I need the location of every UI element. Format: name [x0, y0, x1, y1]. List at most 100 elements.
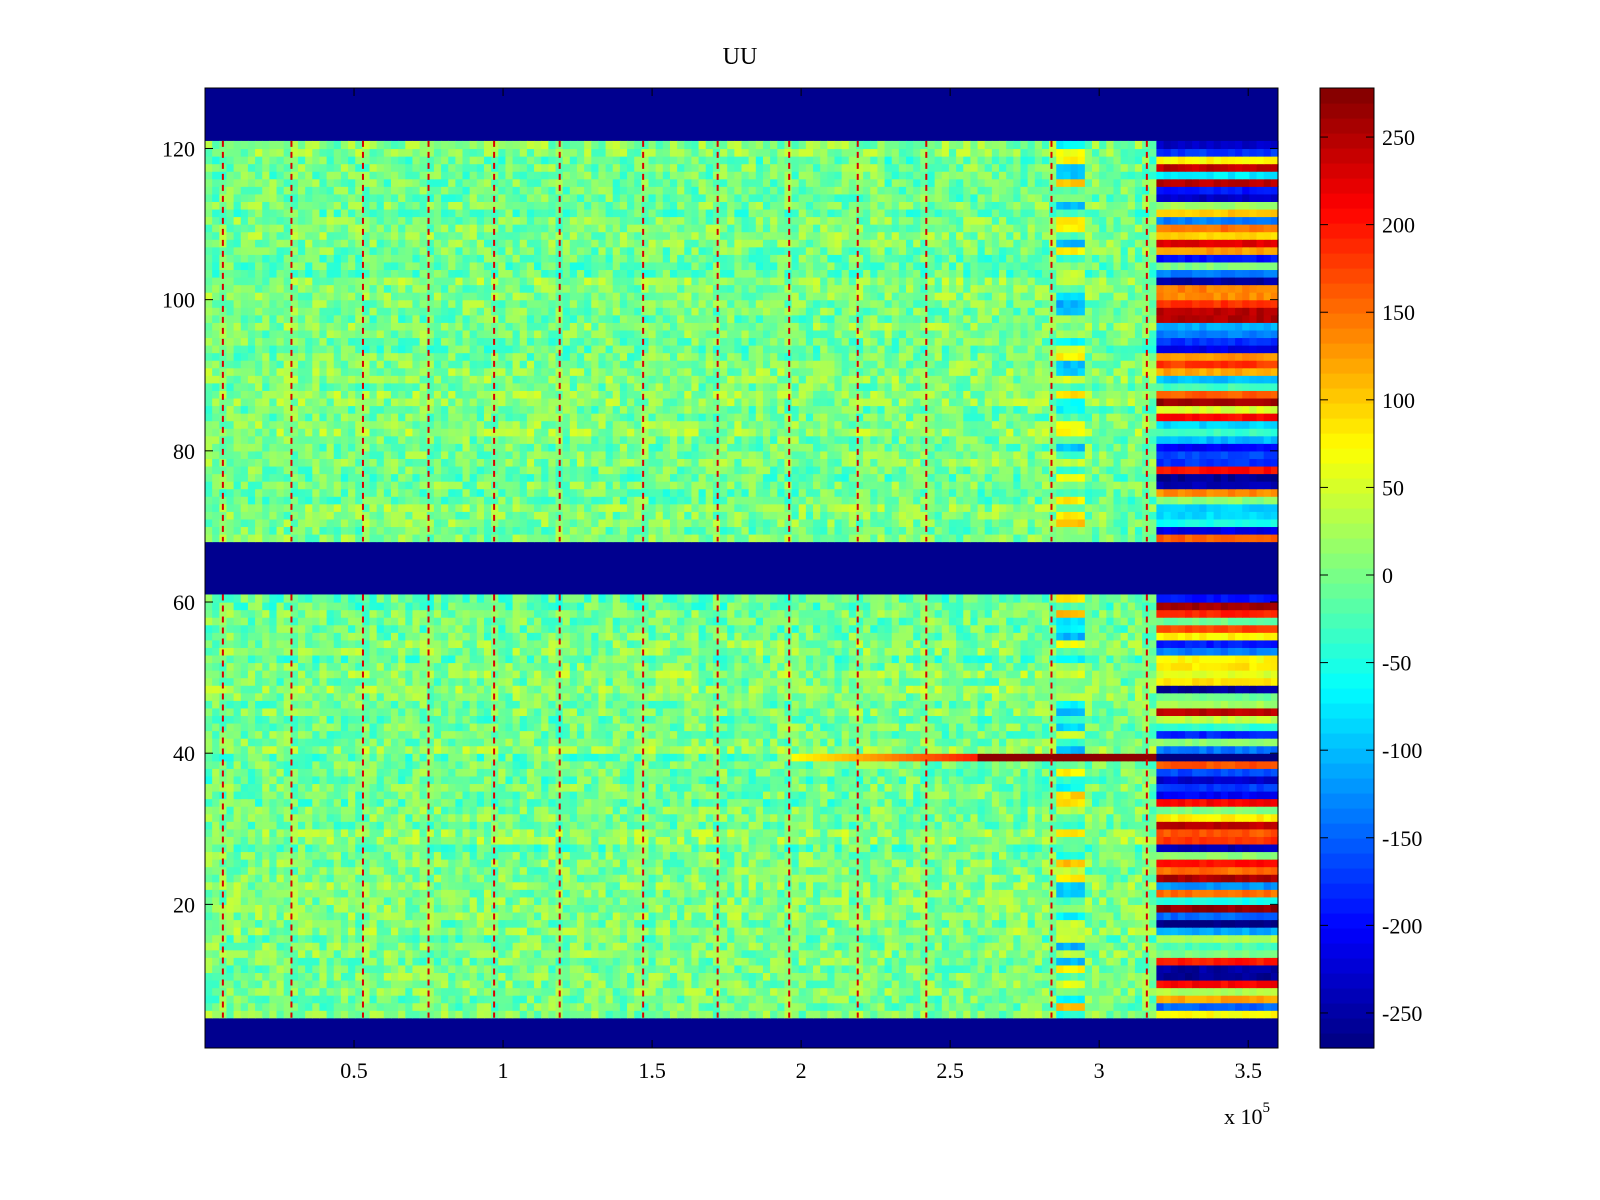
heatmap-cell: [1134, 934, 1143, 943]
heatmap-cell: [576, 775, 585, 785]
heatmap-cell: [798, 813, 807, 822]
heatmap-cell: [1063, 836, 1072, 845]
heatmap-cell: [1027, 964, 1036, 974]
heatmap-cell: [212, 934, 220, 943]
heatmap-cell: [827, 836, 836, 845]
heatmap-cell: [548, 972, 557, 981]
heatmap-cell: [405, 889, 414, 898]
heatmap-cell: [290, 995, 299, 1004]
heatmap-cell: [1213, 979, 1222, 989]
heatmap-cell: [991, 896, 1000, 905]
heatmap-cell: [805, 927, 814, 936]
heatmap-cell: [1156, 1010, 1165, 1019]
heatmap-cell: [734, 949, 743, 958]
heatmap-cell: [1192, 806, 1200, 815]
heatmap-cell: [362, 760, 371, 769]
heatmap-cell: [999, 919, 1007, 928]
heatmap-cell: [956, 972, 964, 981]
heatmap-cell: [1134, 866, 1143, 875]
heatmap-cell: [383, 889, 392, 898]
heatmap-cell: [541, 813, 549, 822]
heatmap-cell: [1127, 995, 1136, 1004]
heatmap-cell: [770, 1010, 778, 1019]
heatmap-cell: [920, 896, 929, 905]
heatmap-cell: [505, 972, 514, 981]
heatmap-cell: [1092, 874, 1100, 883]
heatmap-cell: [1084, 775, 1093, 785]
heatmap-cell: [1263, 942, 1272, 951]
heatmap-cell: [519, 927, 528, 936]
heatmap-cell: [1199, 859, 1208, 868]
heatmap-cell: [376, 828, 385, 837]
heatmap-cell: [240, 995, 249, 1004]
heatmap-cell: [1084, 1010, 1093, 1019]
heatmap-cell: [1049, 1010, 1057, 1019]
heatmap-cell: [455, 760, 464, 769]
heatmap-cell: [784, 949, 793, 958]
heatmap-cell: [526, 979, 535, 989]
heatmap-cell: [269, 828, 278, 837]
heatmap-cell: [462, 836, 471, 845]
heatmap-cell: [848, 934, 857, 943]
heatmap-cell: [1206, 995, 1215, 1004]
heatmap-cell: [1020, 927, 1029, 936]
heatmap-cell: [247, 927, 256, 936]
heatmap-cell: [841, 836, 850, 845]
heatmap-cell: [1070, 851, 1079, 860]
heatmap-cell: [798, 851, 807, 860]
heatmap-cell: [927, 821, 936, 830]
heatmap-cell: [398, 972, 406, 981]
heatmap-cell: [255, 1002, 263, 1011]
heatmap-cell: [405, 851, 414, 860]
heatmap-cell: [498, 889, 507, 898]
heatmap-cell: [576, 783, 585, 792]
heatmap-cell: [541, 979, 549, 989]
heatmap-cell: [1206, 911, 1215, 921]
heatmap-cell: [505, 896, 514, 905]
heatmap-cell: [584, 859, 592, 868]
heatmap-cell: [433, 979, 442, 989]
heatmap-cell: [834, 806, 843, 815]
heatmap-cell: [877, 806, 886, 815]
heatmap-cell: [290, 942, 299, 951]
heatmap-cell: [805, 851, 814, 860]
heatmap-cell: [884, 896, 893, 905]
heatmap-cell: [1242, 775, 1250, 785]
heatmap-cell: [648, 979, 657, 989]
heatmap-cell: [605, 889, 614, 898]
heatmap-cell: [791, 1010, 800, 1019]
heatmap-cell: [762, 964, 771, 974]
heatmap-cell: [641, 904, 650, 913]
heatmap-cell: [762, 919, 771, 928]
heatmap-cell: [483, 1002, 492, 1011]
heatmap-cell: [534, 995, 542, 1004]
heatmap-cell: [1213, 843, 1222, 853]
heatmap-cell: [576, 949, 585, 958]
heatmap-cell: [247, 806, 256, 815]
heatmap-cell: [684, 1002, 693, 1011]
heatmap-cell: [770, 768, 778, 777]
heatmap-cell: [1235, 843, 1243, 853]
heatmap-cell: [226, 768, 235, 777]
heatmap-cell: [398, 806, 406, 815]
heatmap-cell: [934, 874, 943, 883]
heatmap-cell: [1235, 813, 1243, 822]
heatmap-cell: [526, 790, 535, 800]
heatmap-cell: [269, 798, 278, 807]
heatmap-cell: [276, 813, 285, 822]
heatmap-cell: [1084, 768, 1093, 777]
heatmap-cell: [798, 904, 807, 913]
heatmap-cell: [526, 1002, 535, 1011]
heatmap-cell: [1056, 806, 1064, 815]
heatmap-cell: [1149, 995, 1157, 1004]
heatmap-cell: [512, 851, 521, 860]
heatmap-cell: [1034, 979, 1043, 989]
heatmap-cell: [927, 904, 936, 913]
heatmap-cell: [319, 828, 328, 837]
heatmap-cell: [655, 934, 664, 943]
heatmap-cell: [512, 979, 521, 989]
heatmap-cell: [1113, 896, 1122, 905]
heatmap-cell: [483, 768, 492, 777]
heatmap-cell: [855, 836, 864, 845]
heatmap-cell: [576, 927, 585, 936]
